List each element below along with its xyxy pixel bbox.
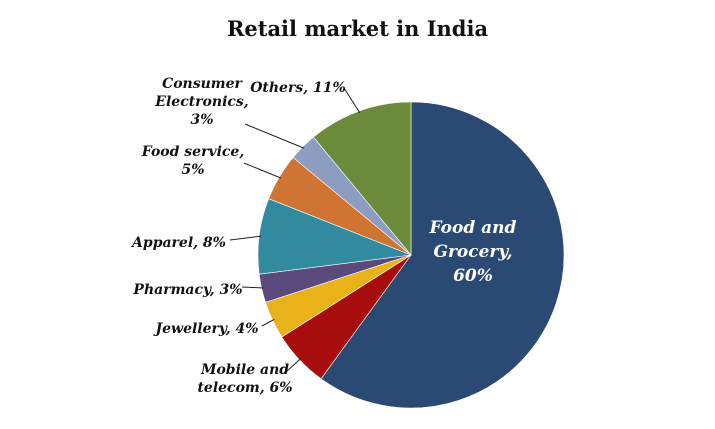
- data-label-jewellery: Jewellery, 4%: [153, 321, 259, 337]
- data-label-food-service: Food service, 5%: [141, 144, 244, 178]
- data-label-mobile-and-telecom: Mobile and telecom, 6%: [197, 362, 292, 396]
- leader-line: [343, 87, 361, 114]
- data-label-consumer-electronics: Consumer Electronics, 3%: [154, 76, 248, 128]
- data-label-others: Others, 11%: [250, 80, 346, 96]
- leader-line: [243, 162, 282, 179]
- leader-line: [285, 357, 302, 373]
- data-label-food-and-grocery: Food and Grocery, 60%: [429, 218, 517, 286]
- leader-line: [261, 318, 275, 327]
- leader-line: [241, 286, 264, 289]
- leader-line: [229, 235, 262, 241]
- pie-slice-food-and-grocery: [320, 101, 565, 409]
- data-label-apparel: Apparel, 8%: [130, 235, 226, 251]
- data-label-pharmacy: Pharmacy, 3%: [132, 282, 242, 298]
- chart-title: Retail market in India: [226, 16, 489, 41]
- leader-line: [244, 123, 305, 149]
